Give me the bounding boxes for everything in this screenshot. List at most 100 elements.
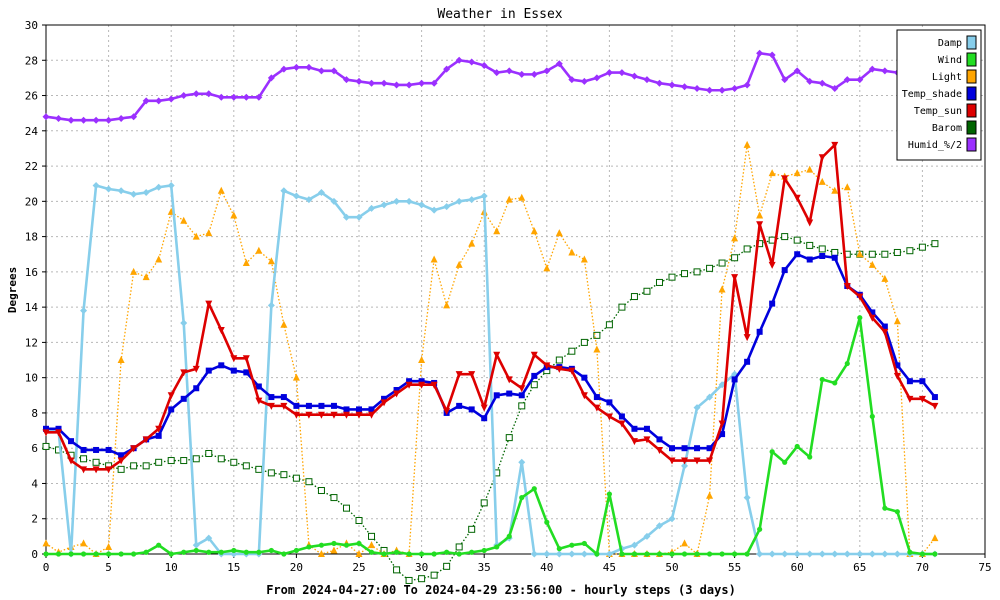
temp-shade-point — [531, 372, 538, 379]
temp-sun-point — [668, 457, 676, 465]
humid-2-point — [831, 84, 839, 92]
barom-point — [242, 462, 250, 470]
light-point — [192, 232, 200, 240]
wind-point — [907, 549, 913, 555]
temp-sun-point — [555, 365, 563, 373]
damp-point — [568, 550, 576, 558]
humid-2-point — [380, 79, 388, 87]
humid-2-point — [468, 58, 476, 66]
temp-sun-point — [355, 411, 363, 419]
light-point — [555, 229, 563, 237]
damp-point — [868, 550, 876, 558]
y-tick-label: 4 — [31, 477, 38, 490]
series-humid-2 — [42, 49, 939, 124]
barom-point — [718, 259, 726, 267]
legend-swatch-humid-2 — [966, 137, 977, 152]
damp-point — [818, 550, 826, 558]
wind-point — [306, 544, 312, 550]
barom-point — [355, 516, 363, 524]
legend-swatch-damp — [966, 35, 977, 50]
temp-shade-point — [894, 362, 901, 369]
damp-point — [142, 189, 150, 197]
temp-sun-point — [130, 445, 138, 453]
humid-2-point — [142, 97, 150, 105]
wind-point — [606, 491, 613, 497]
wind-point — [706, 551, 713, 557]
damp-point — [831, 550, 839, 558]
light-point — [731, 234, 739, 242]
humid-2-point — [555, 60, 563, 68]
temp-shade-point — [819, 252, 826, 259]
temp-shade-point — [781, 267, 788, 274]
temp-sun-point — [443, 408, 451, 416]
wind-point — [218, 549, 224, 555]
temp-shade-point — [230, 367, 237, 374]
legend-swatch-wind — [966, 52, 977, 67]
barom-point — [130, 462, 138, 470]
damp-point — [793, 550, 801, 558]
temp-sun-point — [818, 154, 826, 162]
wind-point — [206, 549, 212, 555]
light-point — [180, 216, 188, 224]
temp-sun-point — [305, 411, 313, 419]
wind-point — [719, 551, 725, 557]
humid-2-point — [818, 79, 826, 87]
wind-point — [368, 549, 375, 555]
temp-sun-point — [105, 466, 113, 474]
x-axis-label: From 2024-04-27:00 To 2024-04-29 23:56:0… — [266, 583, 736, 597]
wind-point — [456, 551, 462, 557]
light-point — [881, 274, 889, 282]
wind-point — [406, 551, 412, 557]
wind-point — [794, 443, 800, 450]
humid-2-point — [280, 65, 288, 73]
temp-sun-point — [67, 457, 75, 465]
temp-sun-point — [180, 369, 188, 377]
temp-sun-point — [393, 390, 401, 398]
humid-2-point — [868, 65, 876, 73]
wind-point — [55, 551, 62, 557]
temp-sun-point — [655, 446, 663, 454]
light-point — [718, 285, 726, 293]
humid-2-point — [217, 93, 225, 101]
temp-sun-point — [793, 194, 801, 202]
wind-point — [544, 519, 550, 525]
humid-2-point — [731, 84, 739, 92]
x-tick-label: 70 — [916, 561, 929, 574]
wind-point — [819, 376, 825, 383]
wind-point — [807, 454, 813, 460]
light-point — [455, 260, 463, 268]
damp-point — [430, 206, 438, 214]
damp-point — [881, 550, 889, 558]
damp-point — [605, 550, 613, 558]
humid-2-point — [92, 116, 100, 124]
wind-point — [481, 547, 487, 554]
light-point — [355, 550, 363, 557]
temp-shade-point — [305, 402, 312, 409]
light-point — [505, 195, 513, 203]
wind-point — [894, 509, 900, 515]
temp-sun-point — [468, 371, 476, 379]
humid-2-point — [305, 63, 313, 71]
humid-2-point — [630, 72, 638, 80]
temp-shade-point — [618, 413, 625, 420]
barom-point — [418, 575, 426, 583]
humid-2-point — [255, 93, 263, 101]
wind-point — [519, 494, 525, 501]
temp-sun-point — [768, 261, 776, 269]
temp-sun-point — [242, 355, 250, 363]
temp-shade-point — [794, 251, 801, 258]
wind-point — [68, 551, 74, 557]
wind-point — [569, 542, 575, 548]
wind-point — [231, 547, 237, 554]
x-tick-label: 25 — [352, 561, 365, 574]
temp-sun-point — [856, 293, 864, 301]
damp-point — [117, 187, 125, 195]
humid-2-point — [480, 62, 488, 70]
light-point — [856, 250, 864, 258]
barom-point — [455, 543, 463, 551]
wind-point — [268, 547, 274, 554]
temp-shade-point — [869, 309, 876, 316]
barom-point — [893, 248, 901, 256]
humid-2-point — [605, 69, 613, 77]
humid-2-point — [117, 114, 125, 122]
